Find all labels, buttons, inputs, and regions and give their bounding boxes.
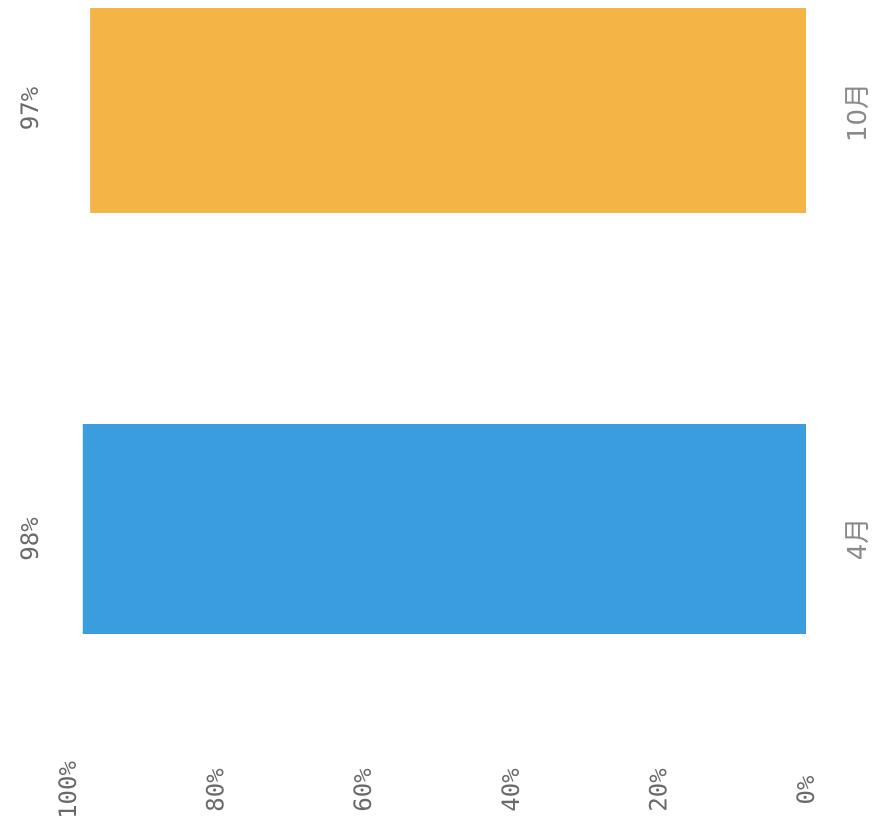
value-axis-tick-label: 100% bbox=[54, 761, 82, 819]
category-labels: 4月 10月 bbox=[843, 83, 873, 560]
bar-value-label: 98% bbox=[16, 517, 44, 561]
bar-value-label: 97% bbox=[16, 86, 44, 130]
bar-april bbox=[82, 424, 806, 634]
value-axis-tick-label: 80% bbox=[202, 768, 230, 812]
value-axis-tick-label: 60% bbox=[349, 768, 377, 812]
category-label: 4月 bbox=[843, 518, 873, 561]
value-axis-tick-label: 0% bbox=[792, 775, 820, 804]
value-axis-tick-label: 20% bbox=[644, 768, 672, 812]
value-axis-tick-label: 40% bbox=[497, 768, 525, 812]
value-labels: 98% 97% bbox=[16, 86, 44, 560]
bars bbox=[82, 8, 806, 634]
value-axis-ticks: 0% 20% 40% 60% 80% 100% bbox=[54, 761, 820, 819]
category-label: 10月 bbox=[843, 83, 873, 142]
bar-october bbox=[90, 8, 806, 213]
